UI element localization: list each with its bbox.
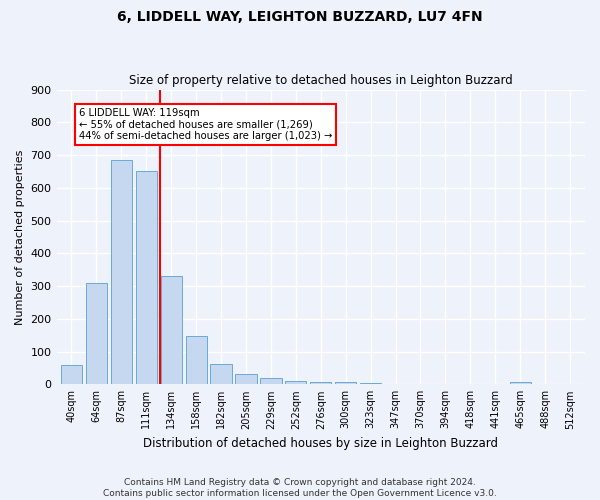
Bar [136,172,157,384]
Bar [211,364,232,384]
Bar [360,382,381,384]
Bar [310,382,331,384]
Text: 6 LIDDELL WAY: 119sqm
← 55% of detached houses are smaller (1,269)
44% of semi-d: 6 LIDDELL WAY: 119sqm ← 55% of detached … [79,108,332,141]
Y-axis label: Number of detached properties: Number of detached properties [15,149,25,324]
Text: 6, LIDDELL WAY, LEIGHTON BUZZARD, LU7 4FN: 6, LIDDELL WAY, LEIGHTON BUZZARD, LU7 4F… [117,10,483,24]
Bar [86,283,107,384]
Bar [285,381,307,384]
Title: Size of property relative to detached houses in Leighton Buzzard: Size of property relative to detached ho… [129,74,512,87]
Bar [509,382,531,384]
Bar [235,374,257,384]
Bar [185,336,207,384]
Bar [161,276,182,384]
Text: Contains HM Land Registry data © Crown copyright and database right 2024.
Contai: Contains HM Land Registry data © Crown c… [103,478,497,498]
Bar [260,378,281,384]
Bar [335,382,356,384]
Bar [111,160,132,384]
Bar [61,364,82,384]
X-axis label: Distribution of detached houses by size in Leighton Buzzard: Distribution of detached houses by size … [143,437,498,450]
